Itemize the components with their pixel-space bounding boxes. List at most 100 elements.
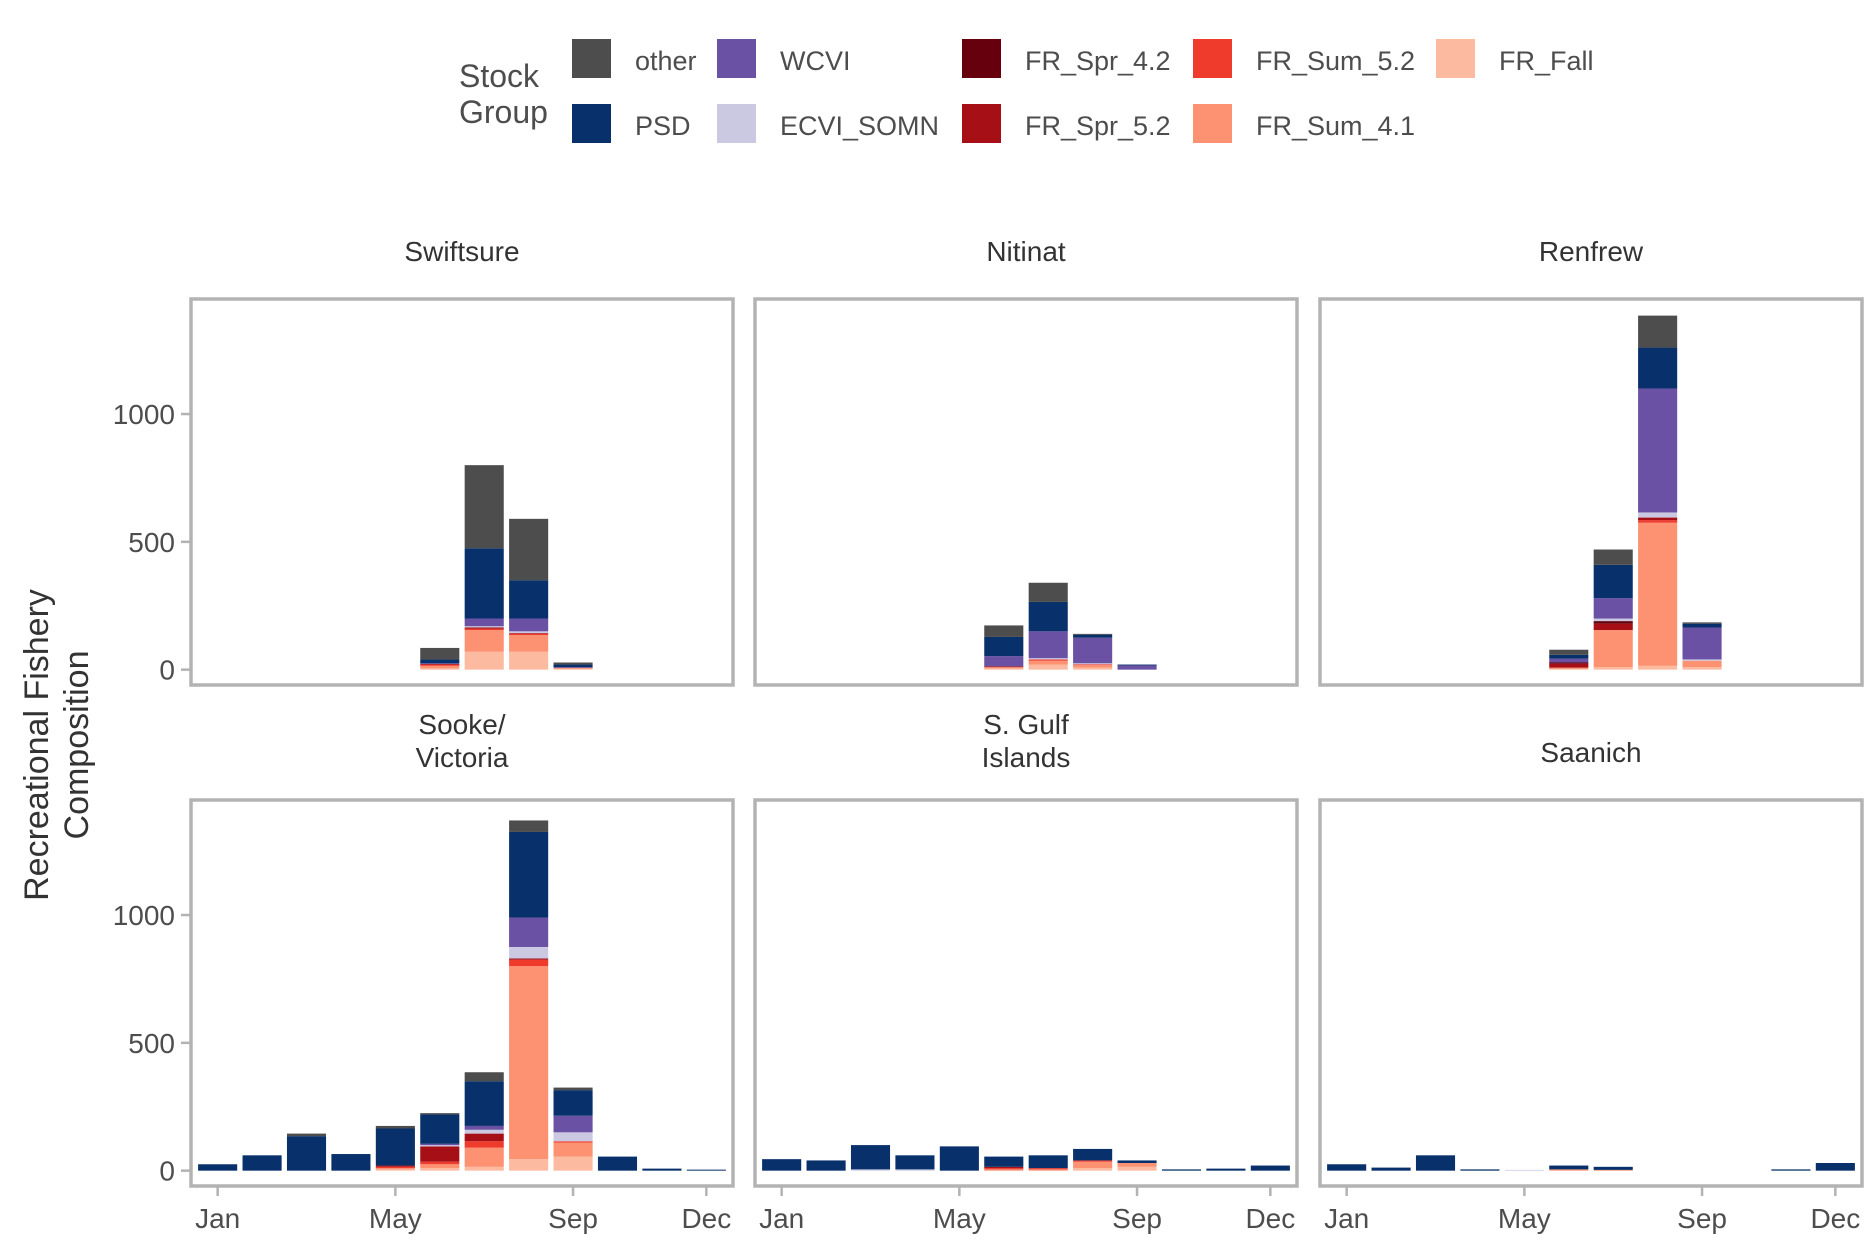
bar-5-m7-PSD [1593,1166,1633,1170]
panel-title-4-line-1: Islands [982,742,1071,773]
bar-3-m4-PSD [331,1154,371,1171]
bar-2-m9-other [1682,622,1722,624]
bar-4-m10-PSD [1161,1169,1202,1171]
bar-2-m8-FR_Fall [1638,665,1678,670]
y-axis-label-line-2: Composition [58,651,96,840]
bar-4-m3-PSD [850,1145,891,1170]
legend-key-FR_Spr_5.2 [962,104,1001,143]
panel-border-2 [1318,297,1864,687]
bar-3-m9-FR_Sum_5.2 [553,1141,593,1143]
bar-3-m7-ECVI_SOMN [464,1129,504,1134]
y-axis-label-line-1: Recreational Fishery [18,589,56,901]
bar-3-m9-ECVI_SOMN [553,1132,593,1142]
bar-4-m6-FR_Sum_4.1 [984,1169,1024,1171]
bar-5-m1-PSD [1327,1164,1367,1171]
panel-3: Sooke/Victoria 0 500 1000 Jan May Sep Dec [113,709,735,1234]
bar-4-m3-ECVI_SOMN [850,1169,891,1171]
bar-0-m7-FR_Spr_5.2 [464,627,504,629]
bar-2-m6-other [1549,649,1589,655]
legend-label-WCVI: WCVI [780,46,851,76]
bar-0-m8-FR_Sum_5.2 [509,633,549,636]
legend-label-other: other [635,46,697,76]
bar-5-m6-FR_Sum_4.1 [1549,1169,1589,1171]
bar-2-m7-FR_Sum_4.1 [1593,630,1633,668]
bar-2-m8-FR_Sum_5.2 [1638,520,1678,523]
bar-1-m8-FR_Fall [1073,667,1113,670]
bar-0-m9-FR_Sum_4.1 [553,667,593,669]
bar-2-m7-WCVI [1593,598,1633,619]
bar-3-m6-other [420,1113,460,1115]
bar-0-m6-FR_Fall [420,668,460,670]
legend-key-PSD [572,104,611,143]
y-tick-label-3-1000: 1000 [113,900,175,931]
bar-4-m4-PSD [895,1155,935,1170]
bar-5-m3-PSD [1415,1155,1456,1171]
panel-border-4 [753,798,1299,1188]
x-tick-label-4-5: May [933,1203,986,1234]
bar-2-m8-WCVI [1638,388,1678,513]
bar-4-m6-PSD [984,1156,1024,1167]
bar-1-m7-WCVI [1028,631,1068,659]
panel-2: Renfrew [1318,236,1864,687]
bar-4-m9-PSD [1117,1160,1157,1163]
bar-4-m11-PSD [1206,1168,1246,1171]
x-tick-label-4-9: Sep [1112,1203,1162,1234]
bar-2-m8-FR_Sum_4.1 [1638,522,1678,666]
y-tick-label-0-0: 0 [159,655,175,686]
legend-key-FR_Sum_4.1 [1193,104,1232,143]
bar-1-m9-PSD [1117,664,1157,666]
bar-3-m7-FR_Sum_4.1 [464,1147,504,1167]
bar-3-m10-PSD [597,1156,638,1171]
bar-3-m8-other [509,820,549,832]
bar-2-m6-WCVI [1549,658,1589,663]
bar-0-m9-WCVI [553,667,593,668]
panel-title-2-line-0: Renfrew [1539,236,1644,267]
bar-1-m6-PSD [984,636,1024,657]
y-tick-label-3-0: 0 [159,1156,175,1187]
bar-5-m2-PSD [1371,1167,1411,1171]
legend-key-other [572,39,611,78]
bar-2-m7-PSD [1593,564,1633,599]
x-tick-label-3-12: Dec [681,1203,731,1234]
x-tick-label-5-12: Dec [1810,1203,1860,1234]
bar-0-m6-WCVI [420,663,460,665]
bar-3-m5-FR_Sum_5.2 [375,1166,415,1169]
legend-label-FR_Sum_5.2: FR_Sum_5.2 [1256,46,1415,76]
bar-4-m8-PSD [1073,1148,1113,1161]
bar-0-m6-PSD [420,659,460,664]
x-tick-label-3-5: May [369,1203,422,1234]
bar-3-m8-FR_Sum_5.2 [509,959,549,967]
bar-4-m1-PSD [762,1159,802,1171]
bar-1-m7-FR_Fall [1028,664,1068,670]
bar-1-m7-PSD [1028,601,1068,632]
bar-5-m4-PSD [1460,1169,1500,1171]
panel-border-0 [189,297,735,687]
legend-key-ECVI_SOMN [717,104,756,143]
bar-3-m11-PSD [642,1168,682,1171]
legend: Stock Group other PSD WCVI ECVI_SOMN FR_Spr_… [459,39,1594,143]
bar-3-m5-FR_Fall [375,1169,415,1171]
bar-1-m6-other [984,625,1024,637]
bar-3-m8-FR_Fall [509,1159,549,1171]
bar-3-m6-ECVI_SOMN [420,1145,460,1147]
x-tick-label-5-1: Jan [1324,1203,1369,1234]
bar-2-m8-PSD [1638,347,1678,389]
bar-5-m11-PSD [1771,1169,1811,1171]
bar-3-m8-PSD [509,831,549,918]
bar-0-m7-WCVI [464,618,504,627]
bar-0-m9-other [553,662,593,665]
bar-3-m9-other [553,1087,593,1091]
legend-label-PSD: PSD [635,111,691,141]
bar-1-m7-FR_Sum_5.2 [1028,659,1068,661]
bar-4-m7-FR_Sum_4.1 [1028,1169,1068,1171]
bar-1-m8-other [1073,633,1113,635]
panel-1: Nitinat [753,236,1299,687]
bar-4-m7-FR_Sum_5.2 [1028,1168,1068,1170]
bar-5-m12-PSD [1815,1162,1855,1171]
bar-3-m6-WCVI [420,1143,460,1146]
x-tick-label-3-1: Jan [195,1203,240,1234]
panel-title-3-line-1: Victoria [416,742,509,773]
bar-0-m7-FR_Fall [464,651,504,670]
bar-4-m2-PSD [806,1160,846,1171]
